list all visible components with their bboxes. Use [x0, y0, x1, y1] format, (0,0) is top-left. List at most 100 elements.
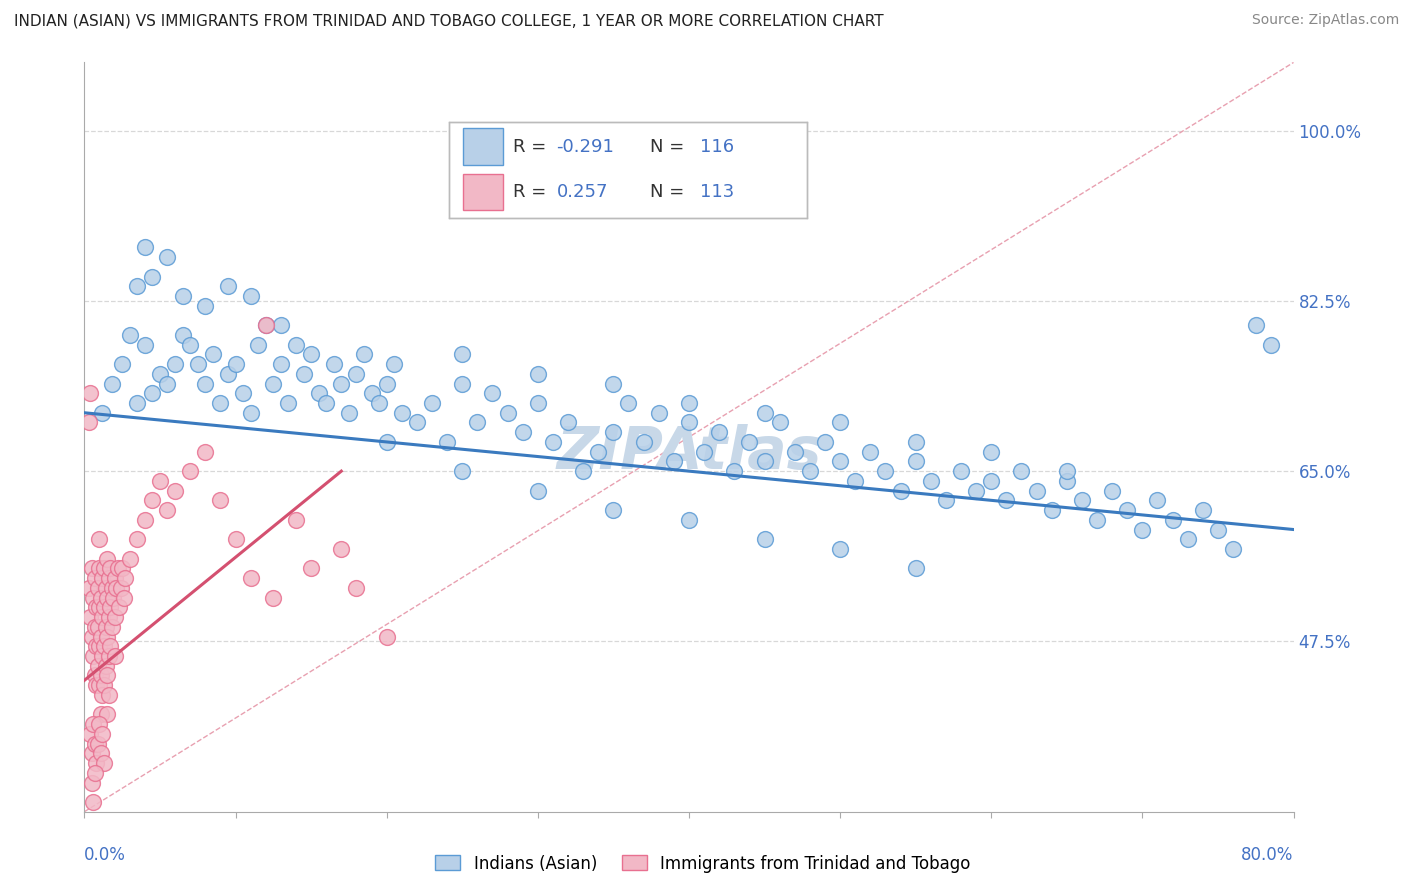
Point — [156, 376, 179, 391]
Point — [86, 640, 108, 654]
Point — [96, 551, 118, 566]
Point — [783, 444, 806, 458]
Point — [96, 707, 118, 722]
Point — [617, 396, 640, 410]
Point — [830, 454, 852, 468]
Point — [114, 571, 136, 585]
Point — [904, 561, 927, 575]
Bar — [463, 174, 503, 211]
Point — [436, 434, 458, 449]
Point — [353, 347, 375, 361]
Point — [754, 533, 776, 547]
Point — [285, 337, 308, 351]
Point — [91, 571, 114, 585]
Point — [1101, 483, 1123, 498]
Point — [451, 464, 474, 478]
Point — [602, 425, 624, 440]
Point — [179, 464, 201, 478]
Point — [890, 483, 912, 498]
Point — [814, 434, 837, 449]
Point — [97, 688, 120, 702]
Point — [330, 541, 353, 556]
Point — [738, 434, 761, 449]
Point — [98, 640, 121, 654]
Point — [225, 357, 247, 371]
Point — [156, 250, 179, 264]
Point — [299, 561, 322, 575]
Point — [79, 386, 101, 401]
Point — [239, 289, 262, 303]
Point — [1260, 337, 1282, 351]
Point — [89, 640, 111, 654]
Point — [375, 630, 398, 644]
Point — [194, 444, 217, 458]
Point — [337, 406, 360, 420]
Point — [239, 571, 262, 585]
Point — [1071, 493, 1094, 508]
Point — [172, 289, 194, 303]
Point — [633, 434, 655, 449]
Point — [935, 493, 957, 508]
Point — [108, 600, 131, 615]
Point — [82, 717, 104, 731]
Point — [830, 416, 852, 430]
Point — [662, 454, 685, 468]
Point — [1085, 513, 1108, 527]
Point — [467, 416, 489, 430]
Point — [769, 416, 792, 430]
Point — [90, 668, 112, 682]
Point — [79, 610, 101, 624]
Point — [709, 425, 731, 440]
Point — [118, 551, 141, 566]
Point — [97, 610, 120, 624]
Point — [239, 406, 262, 420]
Point — [134, 513, 156, 527]
Point — [201, 347, 224, 361]
Point — [84, 737, 107, 751]
Point — [277, 396, 299, 410]
Point — [84, 668, 107, 682]
Point — [90, 630, 112, 644]
Point — [87, 658, 110, 673]
Point — [127, 396, 149, 410]
Point — [754, 406, 776, 420]
Point — [950, 464, 973, 478]
Point — [1056, 474, 1078, 488]
Point — [194, 299, 217, 313]
Point — [217, 367, 239, 381]
Point — [91, 406, 114, 420]
Point — [93, 600, 115, 615]
Point — [165, 483, 187, 498]
Point — [965, 483, 987, 498]
Point — [541, 434, 564, 449]
Point — [980, 444, 1002, 458]
Point — [920, 474, 942, 488]
Point — [299, 347, 322, 361]
Point — [391, 406, 413, 420]
Point — [94, 658, 117, 673]
Point — [104, 610, 127, 624]
Point — [602, 376, 624, 391]
Text: Source: ZipAtlas.com: Source: ZipAtlas.com — [1251, 13, 1399, 28]
Point — [799, 464, 821, 478]
Point — [89, 678, 111, 692]
Point — [89, 533, 111, 547]
Point — [588, 444, 610, 458]
Point — [451, 347, 474, 361]
Point — [82, 795, 104, 809]
Point — [93, 678, 115, 692]
Point — [1132, 523, 1154, 537]
Point — [1192, 503, 1215, 517]
Point — [512, 425, 534, 440]
Point — [1146, 493, 1168, 508]
Point — [96, 591, 118, 605]
Text: -0.291: -0.291 — [557, 137, 614, 156]
Point — [80, 814, 103, 829]
Point — [98, 561, 121, 575]
Point — [346, 581, 368, 595]
Point — [100, 620, 122, 634]
Point — [292, 367, 315, 381]
Point — [94, 620, 117, 634]
Point — [375, 434, 398, 449]
Text: N =: N = — [650, 137, 689, 156]
